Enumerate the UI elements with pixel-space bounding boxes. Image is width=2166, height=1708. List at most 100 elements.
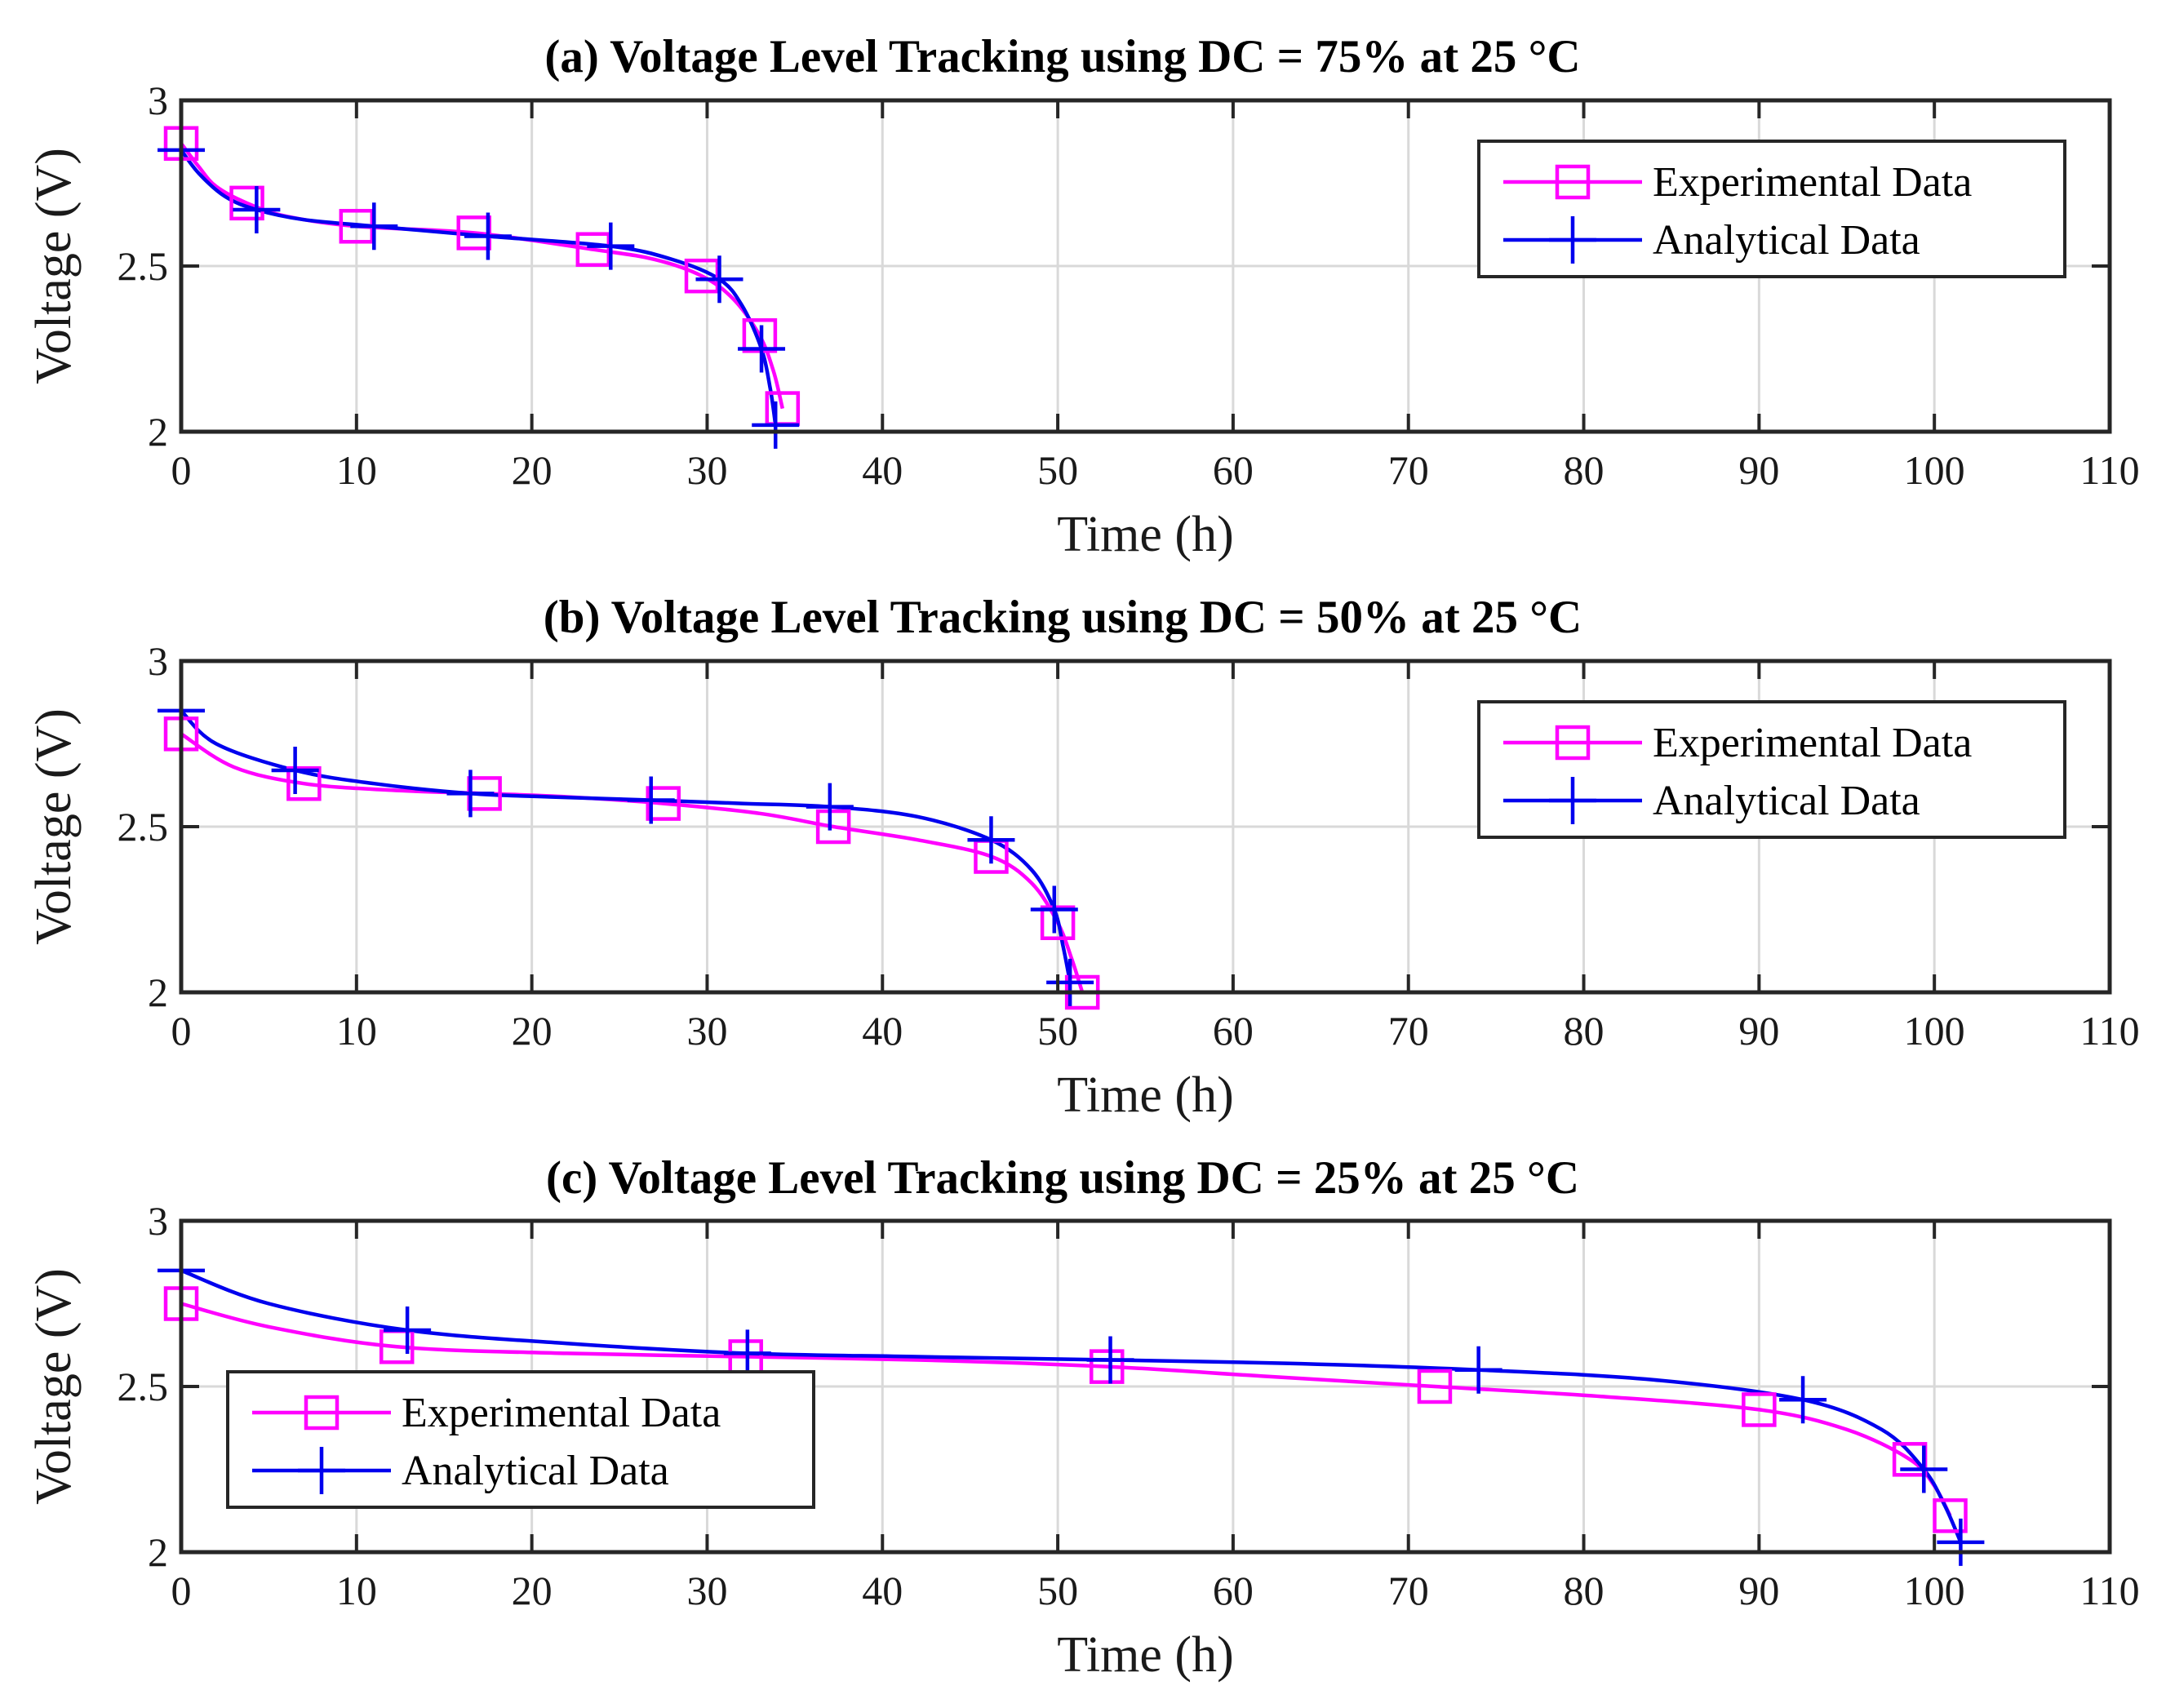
panel-c-ticks — [180, 1219, 2111, 1554]
panel-b-x-axis-label: Time (h) — [1057, 1067, 1233, 1123]
analytical-data-point — [627, 776, 675, 824]
x-tick-label: 60 — [1213, 1008, 1254, 1054]
y-tick-label: 2 — [148, 1529, 168, 1575]
analytical-data-point — [723, 1329, 771, 1377]
x-tick-label: 90 — [1738, 447, 1779, 493]
x-tick-label: 10 — [336, 1568, 377, 1613]
panel-c-curves — [180, 1268, 1963, 1543]
panel-c-y-axis-label: Voltage (V) — [26, 1268, 82, 1505]
legend-plus-marker — [1549, 777, 1596, 824]
x-tick-label: 80 — [1564, 447, 1605, 493]
panel-b: (b) Voltage Level Tracking using DC = 50… — [26, 592, 2140, 1123]
y-tick-label: 3 — [148, 638, 168, 684]
x-tick-label: 80 — [1564, 1008, 1605, 1054]
y-tick-label: 2 — [148, 409, 168, 455]
x-tick-label: 90 — [1738, 1008, 1779, 1054]
legend-square-marker — [1555, 164, 1591, 200]
legend-analytical-symbol — [1503, 777, 1642, 824]
analytical-data-point — [806, 783, 854, 831]
y-tick-label: 3 — [148, 1198, 168, 1244]
panel-a-ticks — [180, 99, 2111, 433]
analytical-data-point — [1454, 1346, 1502, 1394]
experimental-data-point — [1933, 1498, 1968, 1533]
panel-b-legend: Experimental Data Analytical Data — [1477, 700, 2066, 839]
experimental-data-line — [180, 142, 784, 410]
experimental-data-point — [1417, 1369, 1453, 1404]
panel-c-y-tick-labels: 2 2.5 3 — [118, 1198, 169, 1575]
legend-box — [226, 1370, 815, 1509]
x-tick-label: 70 — [1388, 447, 1429, 493]
analytical-data-point — [350, 202, 398, 251]
x-tick-label: 50 — [1037, 1008, 1078, 1054]
panel-b-y-axis-label: Voltage (V) — [26, 708, 82, 945]
panel-a-y-tick-labels: 2 2.5 3 — [118, 78, 169, 455]
experimental-data-line — [180, 1302, 1952, 1517]
x-tick-label: 40 — [862, 1568, 903, 1613]
x-tick-label: 70 — [1388, 1568, 1429, 1613]
analytical-data-point — [384, 1306, 432, 1354]
legend-experimental-label: Experimental Data — [1653, 159, 1972, 206]
panel-b-title: (b) Voltage Level Tracking using DC = 50… — [544, 592, 1582, 643]
panel-b-y-tick-labels: 2 2.5 3 — [118, 638, 169, 1015]
legend-box — [1477, 140, 2066, 278]
y-tick-label: 2.5 — [118, 1364, 169, 1409]
panel-a-curves — [180, 142, 784, 426]
experimental-data-point — [684, 258, 720, 294]
analytical-data-point — [1937, 1518, 1985, 1566]
y-tick-label: 2.5 — [118, 804, 169, 850]
legend-analytical-label: Analytical Data — [402, 1448, 669, 1494]
analytical-data-line — [180, 709, 1072, 983]
x-tick-label: 60 — [1213, 447, 1254, 493]
x-tick-label: 30 — [686, 447, 727, 493]
analytical-data-line — [180, 149, 778, 426]
experimental-data-point — [646, 786, 681, 821]
panel-c-x-tick-labels: 0 10 20 30 40 50 60 70 80 90 100 110 — [171, 1568, 2140, 1613]
analytical-data-point — [738, 325, 786, 373]
panel-b-x-tick-labels: 0 10 20 30 40 50 60 70 80 90 100 110 — [171, 1008, 2140, 1054]
analytical-data-point — [967, 816, 1015, 864]
x-tick-label: 50 — [1037, 447, 1078, 493]
x-tick-label: 30 — [686, 1568, 727, 1613]
x-tick-label: 20 — [512, 447, 553, 493]
analytical-data-point — [1030, 885, 1078, 934]
legend-analytical-label: Analytical Data — [1653, 217, 1920, 264]
legend-experimental-symbol — [1503, 725, 1642, 761]
x-tick-label: 80 — [1564, 1568, 1605, 1613]
experimental-data-point — [1040, 905, 1076, 940]
legend-experimental-label: Experimental Data — [1653, 720, 1972, 766]
x-tick-label: 60 — [1213, 1568, 1254, 1613]
analytical-data-point — [1900, 1445, 1948, 1493]
panel-b-markers — [158, 686, 1100, 1010]
analytical-data-point — [1779, 1376, 1827, 1424]
analytical-data-point — [464, 212, 512, 260]
experimental-data-point — [1089, 1349, 1125, 1384]
analytical-data-point — [233, 185, 281, 233]
legend-box — [1477, 700, 2066, 839]
legend-plus-marker — [298, 1447, 345, 1494]
legend-experimental-label: Experimental Data — [402, 1390, 721, 1436]
analytical-data-point — [1086, 1336, 1134, 1384]
x-tick-label: 100 — [1904, 447, 1965, 493]
x-tick-label: 0 — [171, 1008, 192, 1054]
analytical-data-point — [1046, 958, 1094, 1006]
x-tick-label: 0 — [171, 447, 192, 493]
legend-analytical-symbol — [1503, 216, 1642, 264]
legend-experimental-symbol — [252, 1395, 391, 1431]
y-tick-label: 2.5 — [118, 243, 169, 289]
x-tick-label: 110 — [2079, 1008, 2139, 1054]
x-tick-label: 100 — [1904, 1568, 1965, 1613]
panel-c-x-axis-label: Time (h) — [1057, 1627, 1233, 1683]
x-tick-label: 70 — [1388, 1008, 1429, 1054]
legend-experimental-symbol — [1503, 164, 1642, 200]
panel-a-y-axis-label: Voltage (V) — [26, 148, 82, 384]
legend-square-marker — [1555, 725, 1591, 761]
x-tick-label: 0 — [171, 1568, 192, 1613]
x-tick-label: 30 — [686, 1008, 727, 1054]
panel-a: (a) Voltage Level Tracking using DC = 75… — [26, 31, 2140, 562]
x-tick-label: 40 — [862, 1008, 903, 1054]
panel-b-ticks — [180, 659, 2111, 994]
analytical-data-point — [446, 770, 495, 818]
legend-analytical-symbol — [252, 1447, 391, 1494]
panel-c-legend: Experimental Data Analytical Data — [226, 1370, 815, 1509]
